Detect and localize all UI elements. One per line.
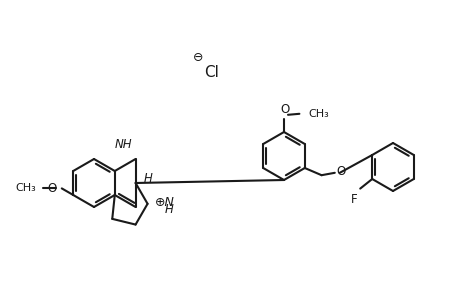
Text: O: O bbox=[47, 182, 56, 195]
Text: H: H bbox=[143, 172, 152, 185]
Text: NH: NH bbox=[115, 138, 132, 151]
Text: ⊕N: ⊕N bbox=[154, 196, 174, 209]
Text: CH₃: CH₃ bbox=[16, 183, 36, 194]
Text: ⊖: ⊖ bbox=[192, 50, 203, 64]
Text: Cl: Cl bbox=[204, 64, 219, 80]
Text: O: O bbox=[336, 165, 345, 178]
Text: H: H bbox=[164, 203, 173, 216]
Text: CH₃: CH₃ bbox=[308, 109, 329, 119]
Text: O: O bbox=[280, 103, 289, 116]
Text: F: F bbox=[350, 193, 357, 206]
